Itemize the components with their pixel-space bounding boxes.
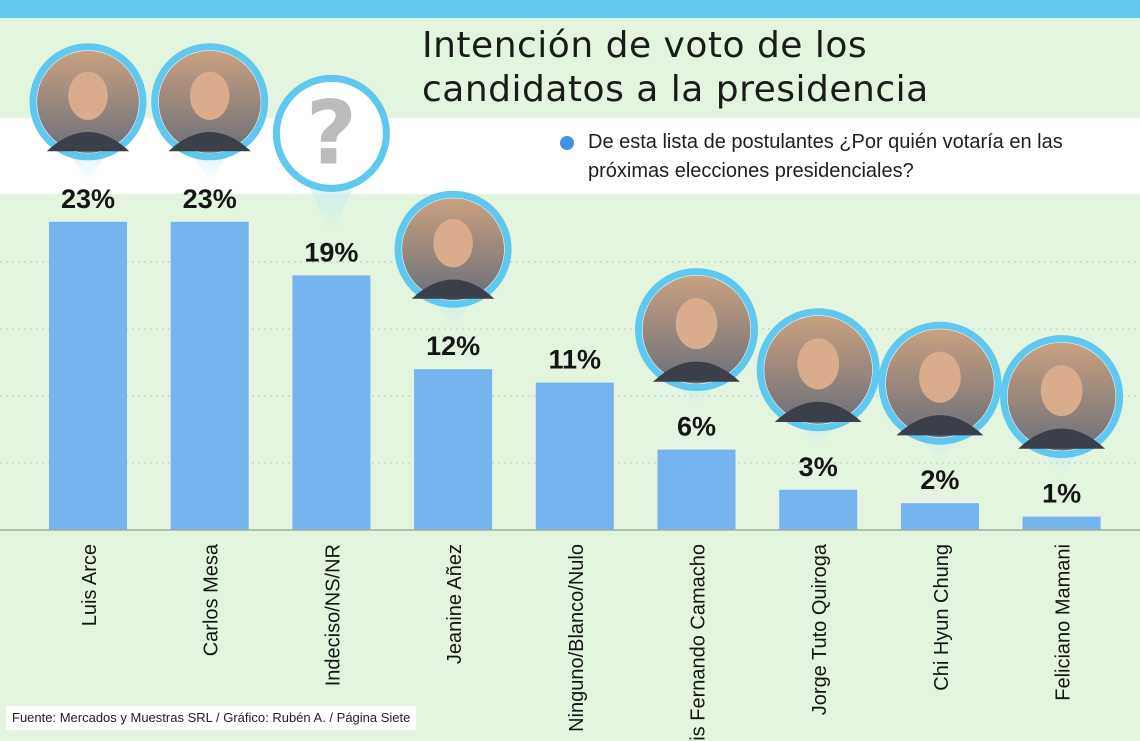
bar (535, 382, 614, 530)
bar (49, 221, 127, 531)
shoulders-silhouette (411, 279, 495, 299)
top-accent-bar (0, 0, 1140, 18)
value-label: 2% (920, 465, 959, 495)
value-label: 1% (1042, 479, 1081, 509)
bars (49, 221, 1101, 531)
value-label: 23% (61, 184, 115, 214)
category-labels: Luis Arce Carlos Mesa Indeciso/NS/NR Jeanin… (79, 543, 1075, 741)
shoulders-silhouette (168, 132, 251, 152)
shoulders-silhouette (46, 132, 130, 152)
category-label: Jorge Tuto Quiroga (809, 543, 831, 715)
chart-subtitle: De esta lista de postulantes ¿Por quién … (588, 131, 1063, 182)
category-label: Luis Fernando Camacho (688, 544, 710, 741)
face-silhouette (797, 338, 840, 390)
photos: ? (29, 43, 1124, 459)
face-silhouette (675, 298, 718, 350)
face-silhouette (919, 351, 961, 403)
chart-title: Intención de voto de los candidatos a la… (422, 25, 929, 110)
bar (292, 275, 371, 530)
face-silhouette (189, 71, 230, 121)
bar (170, 221, 249, 531)
value-labels: 23% 23% 19% 12% 11% 6% 3% 2% 1% (61, 184, 1081, 509)
category-label: Ninguno/Blanco/Nulo (566, 544, 588, 732)
bullet-icon (560, 136, 574, 150)
bar (900, 503, 979, 530)
value-label: 19% (304, 237, 358, 267)
shoulders-silhouette (774, 401, 862, 422)
bar (779, 489, 858, 530)
bar (657, 449, 736, 530)
face-silhouette (1040, 365, 1083, 417)
photo-frame (272, 74, 390, 192)
value-label: 6% (677, 412, 716, 442)
shoulders-silhouette (1018, 428, 1106, 449)
value-label: 3% (799, 452, 838, 482)
face-silhouette (68, 71, 108, 121)
shoulders-silhouette (653, 361, 740, 382)
shoulders-silhouette (896, 415, 984, 436)
bar (414, 369, 493, 530)
value-label: 11% (549, 345, 602, 375)
value-label: 12% (426, 331, 480, 361)
category-label: Indeciso/NS/NR (322, 544, 344, 686)
category-label: Luis Arce (79, 544, 101, 626)
question-mark-icon: ? (306, 81, 357, 184)
bar (1022, 516, 1101, 530)
category-label: Carlos Mesa (201, 543, 223, 656)
value-label: 23% (183, 184, 237, 214)
face-silhouette (433, 219, 473, 268)
category-label: Feliciano Mamani (1053, 544, 1075, 701)
category-label: Jeanine Añez (444, 544, 466, 664)
category-label: Chi Hyun Chung (931, 544, 953, 691)
source-note: Fuente: Mercados y Muestras SRL / Gráfic… (6, 706, 417, 730)
